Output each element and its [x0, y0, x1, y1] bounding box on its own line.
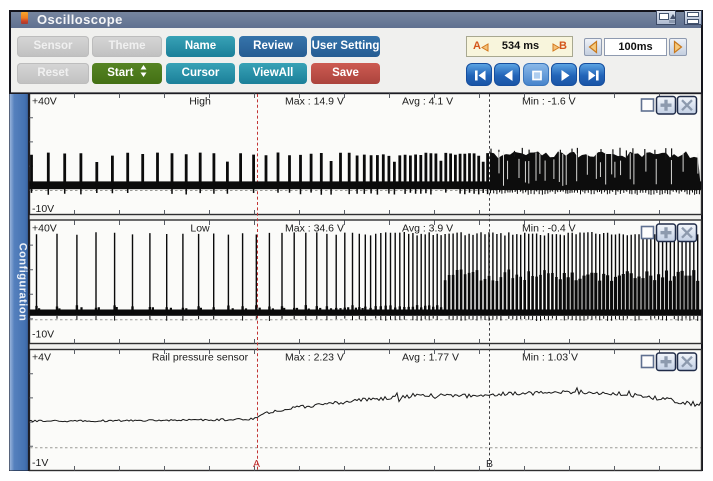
- svg-text:Rail pressure sensor: Rail pressure sensor: [152, 352, 249, 364]
- svg-text:-10V: -10V: [32, 203, 54, 215]
- svg-text:Max : 14.9 V: Max : 14.9 V: [285, 96, 344, 108]
- svg-text:Avg : 3.9 V: Avg : 3.9 V: [402, 223, 453, 235]
- svg-text:Max : 34.6 V: Max : 34.6 V: [285, 223, 344, 235]
- svg-text:+40V: +40V: [32, 223, 57, 235]
- svg-text:Configuration: Configuration: [17, 243, 29, 322]
- svg-text:Min : -0.4 V: Min : -0.4 V: [522, 223, 576, 235]
- svg-text:B: B: [486, 458, 493, 470]
- svg-text:-1V: -1V: [32, 457, 48, 469]
- svg-text:Avg : 4.1 V: Avg : 4.1 V: [402, 96, 453, 108]
- svg-text:Avg : 1.77 V: Avg : 1.77 V: [402, 352, 459, 364]
- svg-text:+40V: +40V: [32, 96, 57, 108]
- svg-text:A: A: [253, 458, 260, 470]
- svg-text:High: High: [189, 96, 211, 108]
- svg-text:+4V: +4V: [32, 352, 51, 364]
- svg-text:Min : 1.03 V: Min : 1.03 V: [522, 352, 578, 364]
- svg-text:Max : 2.23 V: Max : 2.23 V: [285, 352, 344, 364]
- svg-text:Low: Low: [190, 223, 210, 235]
- svg-text:-10V: -10V: [32, 329, 54, 341]
- svg-text:Min : -1.6 V: Min : -1.6 V: [522, 96, 576, 108]
